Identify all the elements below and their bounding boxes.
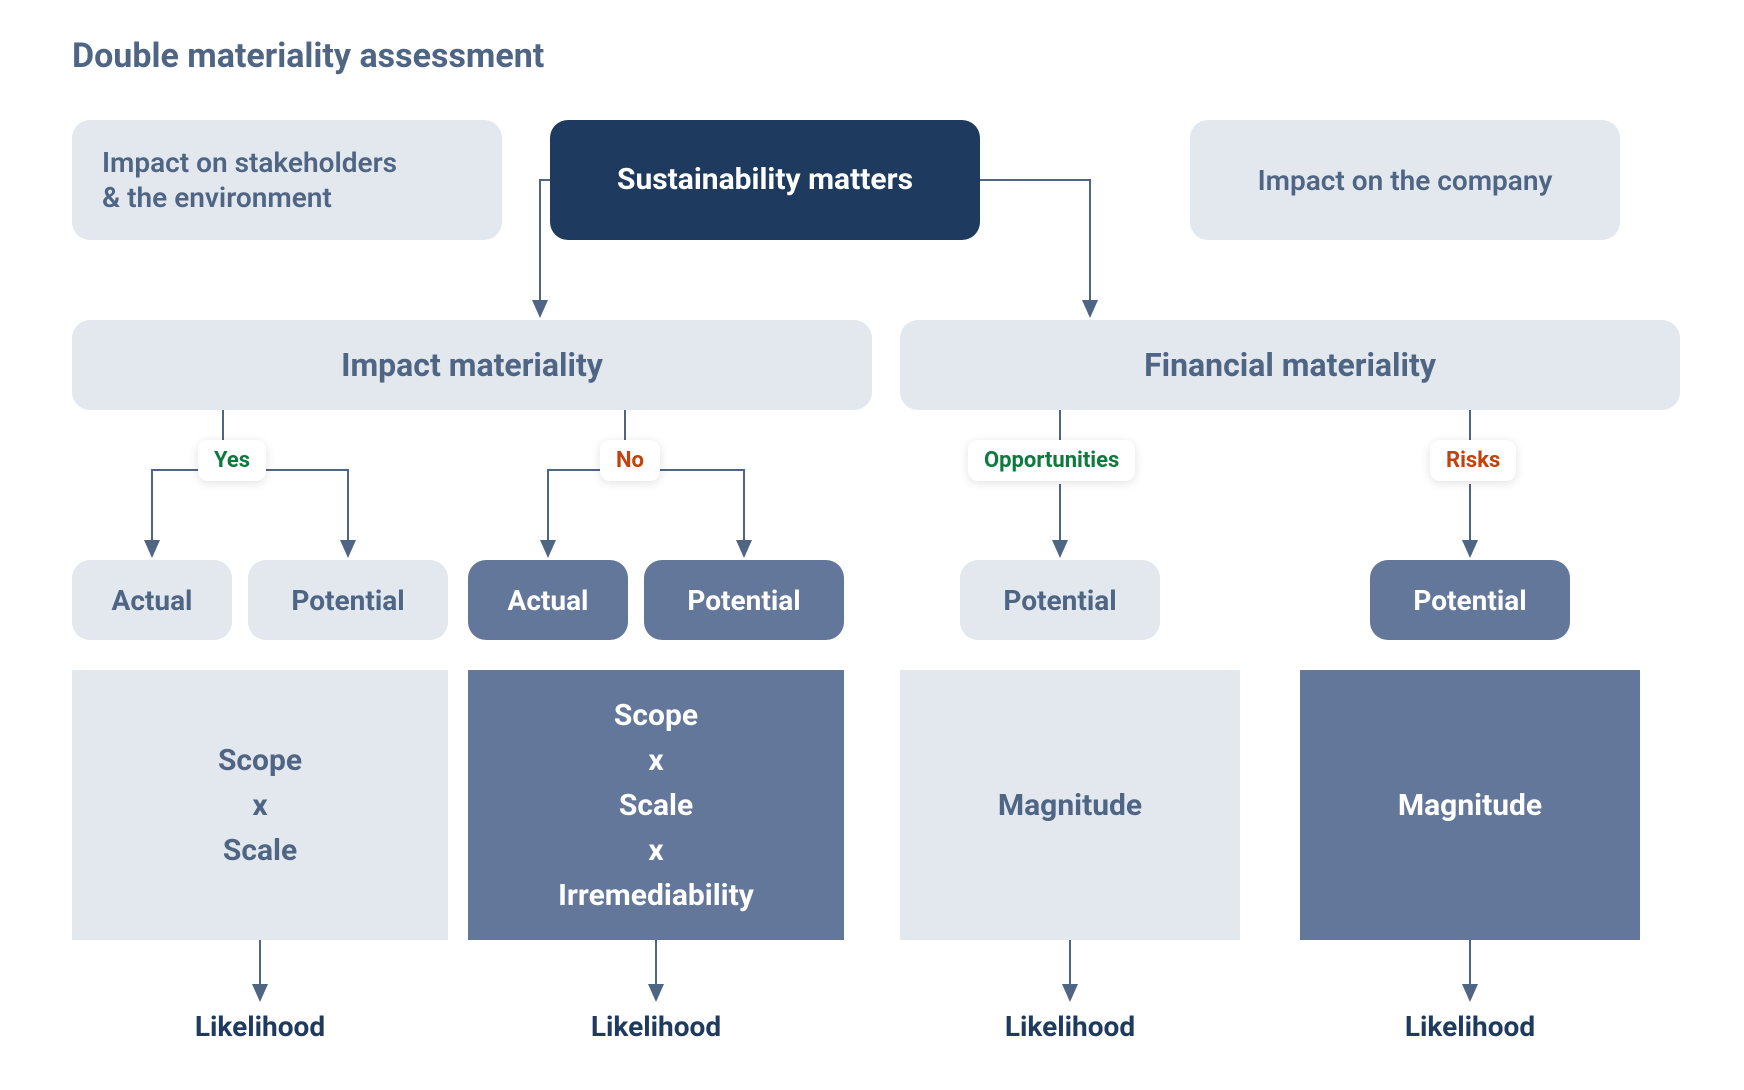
- label-likelihood-2: Likelihood: [468, 1010, 844, 1043]
- label-likelihood-4: Likelihood: [1300, 1010, 1640, 1043]
- leaf-actual-no: Actual: [468, 560, 628, 640]
- leaf-potential-risks: Potential: [1370, 560, 1570, 640]
- square-scope-scale-irremediability: Scope x Scale x Irremediability: [468, 670, 844, 940]
- pill-risks: Risks: [1430, 440, 1516, 481]
- leaf-actual-yes: Actual: [72, 560, 232, 640]
- box-sustainability-matters: Sustainability matters: [550, 120, 980, 240]
- diagram-canvas: Double materiality assessment Impact on …: [0, 0, 1744, 1090]
- label-likelihood-1: Likelihood: [72, 1010, 448, 1043]
- pill-yes: Yes: [198, 440, 266, 481]
- label-likelihood-3: Likelihood: [900, 1010, 1240, 1043]
- box-impact-materiality: Impact materiality: [72, 320, 872, 410]
- box-impact-stakeholders: Impact on stakeholders & the environment: [72, 120, 502, 240]
- pill-no: No: [600, 440, 660, 481]
- page-title: Double materiality assessment: [72, 36, 544, 76]
- leaf-potential-yes: Potential: [248, 560, 448, 640]
- square-scope-scale: Scope x Scale: [72, 670, 448, 940]
- leaf-potential-no: Potential: [644, 560, 844, 640]
- pill-opportunities: Opportunities: [968, 440, 1135, 481]
- leaf-potential-opportunities: Potential: [960, 560, 1160, 640]
- square-magnitude-risks: Magnitude: [1300, 670, 1640, 940]
- box-impact-company: Impact on the company: [1190, 120, 1620, 240]
- square-magnitude-opportunities: Magnitude: [900, 670, 1240, 940]
- box-financial-materiality: Financial materiality: [900, 320, 1680, 410]
